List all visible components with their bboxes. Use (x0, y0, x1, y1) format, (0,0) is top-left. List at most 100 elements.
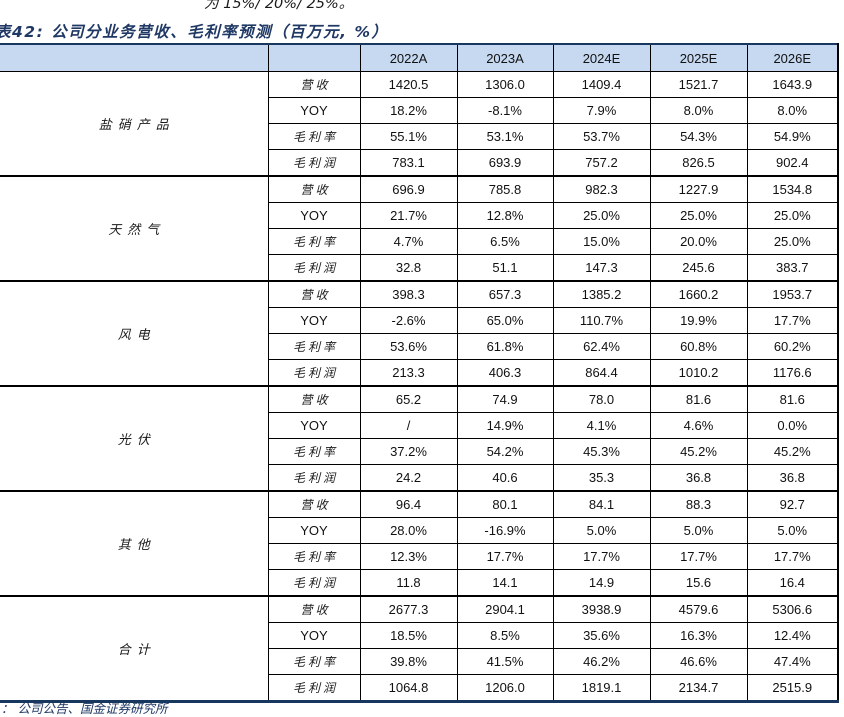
year-header: 2026E (746, 43, 839, 72)
value-cell: 41.5% (456, 648, 554, 675)
value-cell: 5306.6 (746, 595, 839, 623)
value-cell: 1206.0 (456, 674, 554, 702)
value-cell: 406.3 (456, 359, 554, 387)
value-cell: 5.0% (649, 517, 748, 544)
table-row: 毛利率 53.6% 61.8% 62.4% 60.8% 60.2% (0, 333, 839, 360)
metric-label-cell: 毛利率 (268, 543, 361, 570)
value-cell: 147.3 (552, 254, 651, 282)
metric-label-cell: 毛利润 (268, 569, 361, 597)
value-cell: 46.6% (649, 648, 748, 675)
segment-name-cell: 其他 (0, 490, 269, 597)
value-cell: 18.2% (359, 97, 458, 124)
metric-label-cell: YOY (268, 412, 361, 439)
value-cell: 65.0% (456, 307, 554, 334)
value-cell: 1227.9 (649, 175, 748, 203)
value-cell: 0.0% (746, 412, 839, 439)
value-cell: 39.8% (359, 648, 458, 675)
value-cell: 60.2% (746, 333, 839, 360)
value-cell: 36.8 (746, 464, 839, 492)
metric-label-cell: 营收 (267, 175, 361, 203)
value-cell: 88.3 (649, 490, 748, 518)
value-cell: 864.4 (552, 359, 651, 387)
value-cell: 51.1 (456, 254, 554, 282)
value-cell: 6.5% (456, 228, 554, 255)
value-cell: 65.2 (359, 385, 458, 413)
value-cell: 18.5% (359, 622, 458, 649)
value-cell: 2515.9 (746, 674, 839, 702)
year-header: 2022A (359, 43, 458, 72)
value-cell: 45.2% (649, 438, 748, 465)
value-cell: 3938.9 (552, 595, 651, 623)
value-cell: 53.6% (359, 333, 458, 360)
value-cell: 25.0% (552, 202, 651, 229)
value-cell: 696.9 (359, 175, 458, 203)
value-cell: -16.9% (456, 517, 554, 544)
value-cell: 14.9 (552, 569, 651, 597)
metric-label-cell: 毛利润 (268, 674, 361, 702)
metric-label-cell: 营收 (267, 490, 361, 518)
metric-label-cell: 营收 (267, 595, 361, 623)
value-cell: 5.0% (746, 517, 839, 544)
value-cell: 4.1% (552, 412, 651, 439)
value-cell: 61.8% (456, 333, 554, 360)
table-row: 其他 营收 96.4 80.1 84.1 88.3 92.7 (0, 490, 839, 597)
table-row: 毛利润 24.2 40.6 35.3 36.8 36.8 (0, 464, 839, 492)
segment-name-cell: 天然气 (0, 175, 269, 282)
value-cell: / (359, 412, 458, 439)
value-cell: 16.3% (649, 622, 748, 649)
value-cell: 902.4 (746, 149, 839, 177)
value-cell: 1064.8 (359, 674, 458, 702)
metric-label-cell: YOY (268, 517, 361, 544)
value-cell: 17.7% (552, 543, 651, 570)
table-row: 光伏 营收 65.2 74.9 78.0 81.6 81.6 (0, 385, 839, 492)
value-cell: 657.3 (456, 280, 554, 308)
value-cell: 982.3 (552, 175, 651, 203)
table-row: 毛利率 12.3% 17.7% 17.7% 17.7% 17.7% (0, 543, 839, 570)
year-header: 2025E (649, 43, 748, 72)
value-cell: 36.8 (649, 464, 748, 492)
table-row: YOY 28.0% -16.9% 5.0% 5.0% 5.0% (0, 517, 839, 544)
value-cell: 1521.7 (649, 71, 748, 98)
value-cell: 24.2 (359, 464, 458, 492)
year-header: 2023A (456, 43, 554, 72)
table-row: 风电 营收 398.3 657.3 1385.2 1660.2 1953.7 (0, 280, 839, 387)
metric-label-cell: YOY (268, 307, 361, 334)
value-cell: 15.0% (552, 228, 651, 255)
value-cell: 28.0% (359, 517, 458, 544)
table-title: 表42: 公司分业务营收、毛利率预测（百万元, %） (0, 23, 389, 41)
value-cell: 1643.9 (746, 71, 839, 98)
value-cell: 17.7% (456, 543, 554, 570)
value-cell: 47.4% (746, 648, 839, 675)
segment-name-cell: 光伏 (0, 385, 269, 492)
value-cell: 35.3 (552, 464, 651, 492)
source-note: ： 公司公告、国金证券研究所 (1, 701, 168, 716)
value-cell: 1409.4 (552, 71, 651, 98)
value-cell: 19.9% (649, 307, 748, 334)
header-row: 2022A 2023A 2024E 2025E 2026E (0, 43, 839, 72)
value-cell: 35.6% (552, 622, 651, 649)
value-cell: 7.9% (552, 97, 651, 124)
value-cell: 25.0% (746, 202, 839, 229)
value-cell: 8.0% (649, 97, 748, 124)
metric-label-cell: YOY (268, 202, 361, 229)
value-cell: 1660.2 (649, 280, 748, 308)
metric-label-cell: 毛利润 (268, 464, 361, 492)
table-row: 毛利率 37.2% 54.2% 45.3% 45.2% 45.2% (0, 438, 839, 465)
value-cell: 826.5 (649, 149, 748, 177)
value-cell: 4579.6 (649, 595, 748, 623)
value-cell: 2677.3 (359, 595, 458, 623)
year-header: 2024E (552, 43, 651, 72)
value-cell: 80.1 (456, 490, 554, 518)
value-cell: 45.2% (746, 438, 839, 465)
metric-label-cell: 毛利率 (268, 228, 361, 255)
value-cell: 17.7% (746, 307, 839, 334)
table-row: YOY 18.5% 8.5% 35.6% 16.3% 12.4% (0, 622, 839, 649)
value-cell: 32.8 (359, 254, 458, 282)
value-cell: 46.2% (552, 648, 651, 675)
value-cell: 17.7% (746, 543, 839, 570)
value-cell: 17.7% (649, 543, 748, 570)
forecast-table: 2022A 2023A 2024E 2025E 2026E 盐硝产品 营收 1420.5 13… (0, 43, 839, 703)
value-cell: 92.7 (746, 490, 839, 518)
value-cell: 4.7% (359, 228, 458, 255)
